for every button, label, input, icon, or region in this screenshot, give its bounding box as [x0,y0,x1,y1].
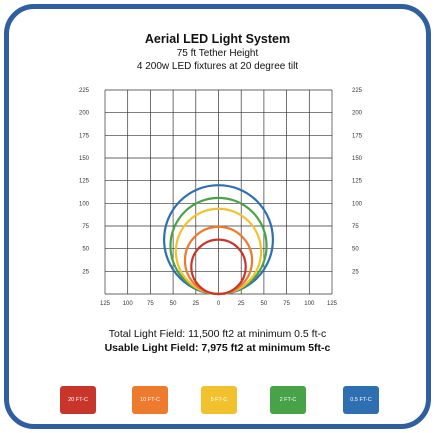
fixtures-subtitle: 4 200w LED fixtures at 20 degree tilt [136,61,299,72]
x-tick-label: 50 [261,301,268,307]
y-tick-label-left: 50 [82,247,89,253]
y-tick-label-left: 75 [82,224,89,230]
x-tick-label: 125 [327,301,338,307]
y-tick-label-right: 125 [352,179,363,185]
y-tick-label-left: 200 [79,111,90,117]
y-tick-label-right: 175 [352,133,363,139]
x-tick-label: 100 [304,301,315,307]
x-tick-label: 100 [123,301,134,307]
legend-swatch-20-ft-c: 20 FT-C [60,386,96,414]
x-tick-label: 0 [217,301,221,307]
y-tick-label-right: 50 [352,247,359,253]
y-tick-label-right: 225 [352,88,363,94]
y-tick-label-left: 150 [79,156,90,162]
y-tick-label-right: 75 [352,224,359,230]
y-tick-label-left: 25 [82,269,89,275]
x-tick-label: 50 [170,301,177,307]
legend-swatch-5-ft-c: 5 FT-C [201,386,237,414]
y-tick-label-left: 125 [79,179,90,185]
x-tick-label: 25 [192,301,199,307]
contour-20-ft-c [190,238,247,296]
y-tick-label-right: 100 [352,201,363,207]
diagram-title: Aerial LED Light System [144,32,291,46]
y-tick-label-left: 100 [79,201,90,207]
y-tick-label-left: 225 [79,88,90,94]
legend-swatch-0-5-ft-c: 0.5 FT-C [343,386,379,414]
legend-swatch-10-ft-c: 10 FT-C [132,386,168,414]
tether-height-subtitle: 75 ft Tether Height [176,48,259,59]
y-tick-label-left: 175 [79,133,90,139]
usable-light-field-text: Usable Light Field: 7,975 ft2 at minimum… [104,342,331,354]
total-light-field-text: Total Light Field: 11,500 ft2 at minimum… [108,328,327,340]
x-tick-label: 25 [238,301,245,307]
legend-swatch-2-ft-c: 2 FT-C [270,386,306,414]
x-tick-label: 125 [100,301,111,307]
card-frame [4,4,431,429]
x-tick-label: 75 [283,301,290,307]
y-tick-label-right: 150 [352,156,363,162]
x-tick-label: 75 [147,301,154,307]
y-tick-label-right: 25 [352,269,359,275]
y-tick-label-right: 200 [352,111,363,117]
